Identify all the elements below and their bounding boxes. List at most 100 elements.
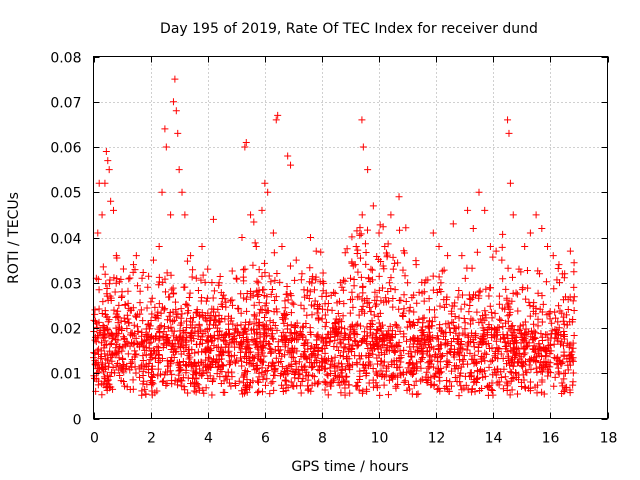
scatter-background-mark bbox=[115, 301, 123, 309]
scatter-background-mark bbox=[313, 309, 321, 317]
scatter-point bbox=[252, 243, 260, 251]
scatter-background-mark bbox=[495, 292, 503, 300]
scatter-point bbox=[347, 274, 354, 282]
scatter-background-mark bbox=[478, 340, 486, 348]
scatter-background-mark bbox=[403, 323, 411, 331]
scatter-background-mark bbox=[365, 379, 373, 387]
scatter-background-mark bbox=[455, 351, 463, 359]
scatter-background-mark bbox=[389, 303, 397, 311]
scatter-background-mark bbox=[520, 343, 528, 351]
scatter-background-mark bbox=[253, 362, 261, 370]
scatter-background-mark bbox=[435, 273, 443, 281]
scatter-background-mark bbox=[486, 344, 494, 352]
scatter-background-mark bbox=[341, 378, 349, 386]
scatter-background-mark bbox=[544, 336, 552, 344]
scatter-background-mark bbox=[255, 373, 263, 381]
scatter-background-mark bbox=[95, 345, 103, 353]
scatter-background-mark bbox=[154, 308, 162, 316]
scatter-background-mark bbox=[354, 341, 362, 349]
scatter-background-mark bbox=[139, 343, 147, 351]
scatter-background-mark bbox=[452, 362, 460, 370]
scatter-point bbox=[292, 256, 300, 264]
scatter-background-mark bbox=[388, 333, 396, 341]
scatter-background-mark bbox=[406, 359, 414, 367]
scatter-background-mark bbox=[147, 333, 155, 341]
scatter-background-mark bbox=[442, 300, 450, 308]
scatter-point bbox=[175, 166, 183, 174]
scatter-background-mark bbox=[445, 358, 453, 366]
scatter-background-mark bbox=[508, 375, 516, 383]
scatter-background-mark bbox=[415, 288, 423, 296]
scatter-background-mark bbox=[186, 353, 194, 361]
scatter-background-mark bbox=[349, 303, 357, 311]
scatter-background-mark bbox=[548, 327, 556, 335]
scatter-background-mark bbox=[311, 351, 319, 359]
scatter-point bbox=[324, 306, 332, 314]
scatter-background-mark bbox=[269, 360, 277, 368]
scatter-background-mark bbox=[179, 358, 187, 365]
scatter-background-mark bbox=[536, 305, 544, 313]
scatter-background-mark bbox=[167, 271, 175, 279]
scatter-background-mark bbox=[479, 339, 487, 347]
scatter-background-mark bbox=[466, 349, 474, 357]
scatter-background-mark bbox=[203, 294, 211, 302]
scatter-background-mark bbox=[566, 318, 574, 326]
scatter-background-mark bbox=[306, 264, 314, 272]
scatter-background-mark bbox=[217, 289, 225, 297]
scatter-background-mark bbox=[233, 356, 241, 364]
scatter-background-mark bbox=[93, 323, 101, 331]
scatter-background-mark bbox=[241, 265, 249, 273]
scatter-background-mark bbox=[348, 322, 356, 330]
scatter-background-mark bbox=[380, 350, 388, 358]
scatter-background-mark bbox=[202, 297, 210, 305]
scatter-background-mark bbox=[105, 330, 113, 338]
scatter-background-mark bbox=[290, 382, 298, 390]
scatter-background-mark bbox=[188, 318, 196, 326]
scatter-point bbox=[109, 206, 117, 214]
scatter-background-mark bbox=[497, 317, 505, 325]
scatter-background-mark bbox=[451, 313, 459, 321]
scatter-background-mark bbox=[236, 332, 244, 340]
scatter-background-mark bbox=[208, 279, 216, 287]
scatter-background-mark bbox=[238, 345, 246, 353]
scatter-background-mark bbox=[114, 348, 122, 356]
y-tick-label: 0.05 bbox=[50, 186, 81, 202]
scatter-background-mark bbox=[297, 389, 305, 397]
scatter-background-mark bbox=[99, 330, 107, 338]
scatter-background-mark bbox=[298, 377, 306, 385]
x-tick-label: 0 bbox=[90, 431, 99, 447]
scatter-background-mark bbox=[138, 338, 146, 346]
scatter-background-mark bbox=[566, 389, 574, 397]
scatter-point bbox=[312, 247, 320, 255]
scatter-background-mark bbox=[209, 360, 217, 368]
scatter-background-mark bbox=[364, 344, 372, 352]
scatter-background-mark bbox=[302, 372, 310, 380]
scatter-background-mark bbox=[418, 375, 426, 383]
scatter-background-mark bbox=[426, 344, 434, 352]
scatter-background-mark bbox=[391, 347, 399, 355]
scatter-background-mark bbox=[289, 354, 297, 362]
scatter-background-mark bbox=[147, 298, 155, 306]
scatter-background-mark bbox=[521, 329, 529, 337]
scatter-background-mark bbox=[485, 381, 493, 389]
y-tick-label: 0.06 bbox=[50, 141, 81, 157]
scatter-background-mark bbox=[189, 375, 197, 383]
scatter-background-mark bbox=[491, 309, 499, 317]
scatter-background-mark bbox=[259, 286, 267, 294]
scatter-background-mark bbox=[199, 271, 207, 279]
scatter-background-mark bbox=[148, 310, 156, 318]
scatter-background-mark bbox=[282, 332, 290, 340]
scatter-background-mark bbox=[465, 308, 473, 316]
scatter-point bbox=[261, 179, 269, 187]
scatter-background-mark bbox=[191, 382, 199, 390]
scatter-background-mark bbox=[363, 339, 371, 347]
scatter-background-mark bbox=[357, 230, 365, 238]
scatter-background-mark bbox=[254, 292, 262, 300]
scatter-background-mark bbox=[209, 321, 217, 329]
scatter-point bbox=[458, 252, 466, 260]
scatter-background-mark bbox=[291, 330, 299, 338]
scatter-background-mark bbox=[231, 329, 239, 337]
scatter-background-mark bbox=[335, 347, 343, 355]
scatter-background-mark bbox=[548, 319, 556, 327]
scatter-background-mark bbox=[563, 383, 571, 391]
